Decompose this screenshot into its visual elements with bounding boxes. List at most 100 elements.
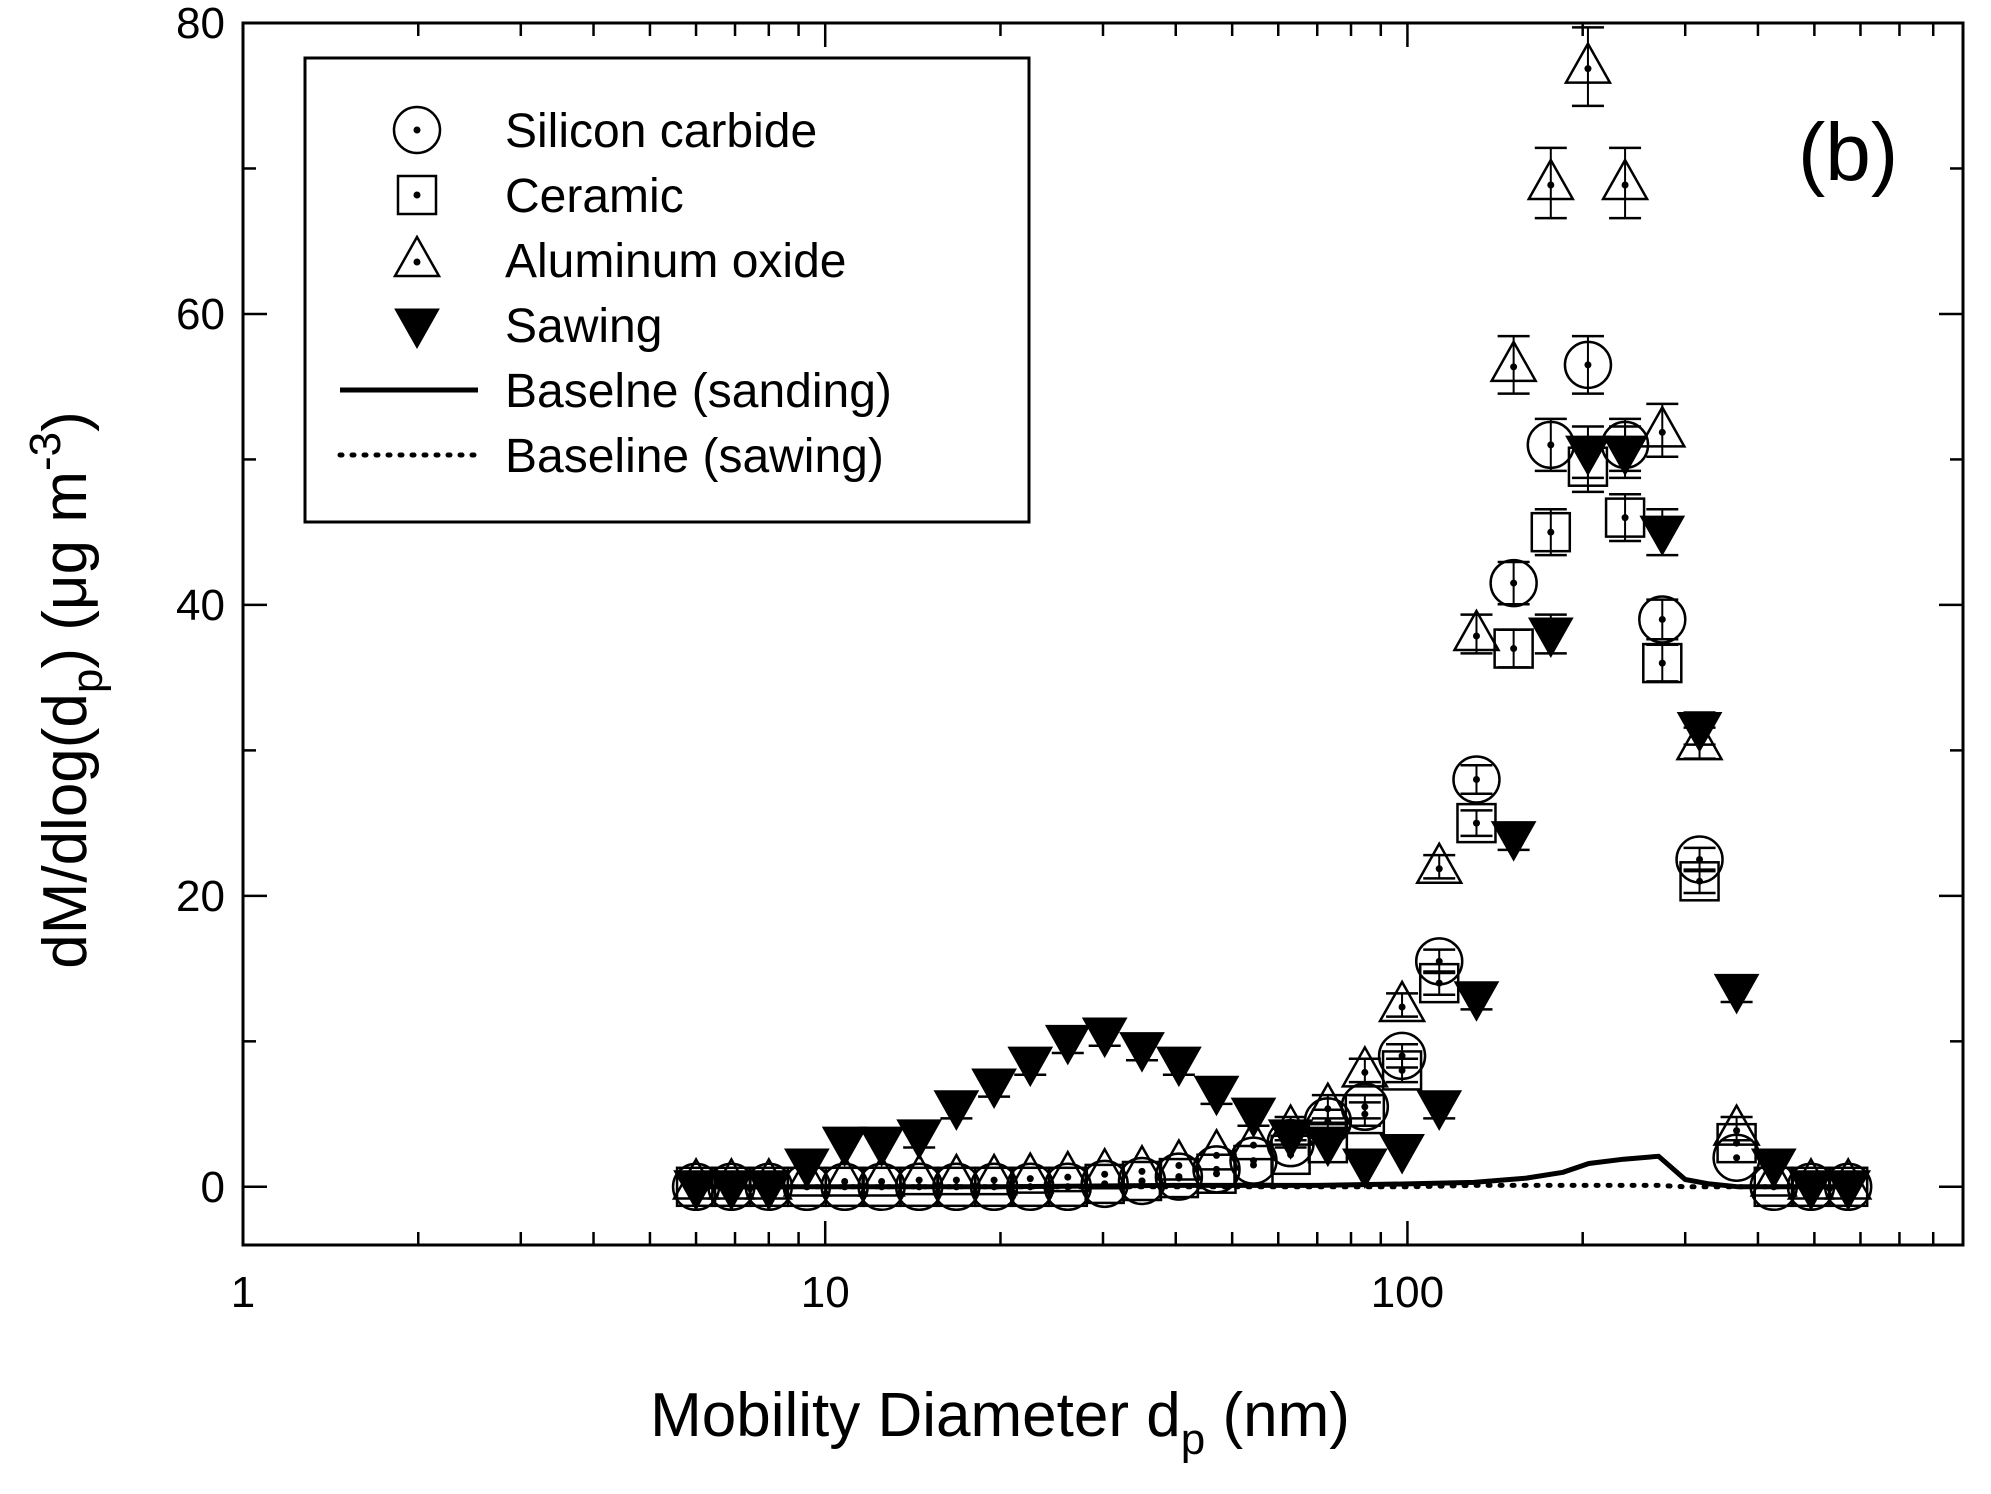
marker-triangle bbox=[1489, 339, 1538, 383]
marker-dot bbox=[1026, 1183, 1034, 1191]
marker-dot bbox=[1472, 775, 1480, 783]
data-point bbox=[1565, 435, 1611, 477]
data-point bbox=[1600, 157, 1650, 201]
marker-triangle-down bbox=[1267, 1119, 1314, 1160]
data-point bbox=[820, 1153, 869, 1197]
axis-tick-labels: 1 10 100 0 20 40 60 80 bbox=[176, 0, 1444, 1317]
data-point bbox=[1452, 755, 1501, 804]
data-point bbox=[1750, 1148, 1797, 1190]
marker-dot bbox=[1621, 514, 1629, 522]
data-point bbox=[1788, 1170, 1834, 1211]
marker-triangle bbox=[1006, 1151, 1055, 1194]
marker-triangle-down bbox=[708, 1170, 755, 1211]
marker-dot bbox=[1398, 1052, 1406, 1060]
marker-triangle-down bbox=[673, 1170, 719, 1211]
marker-triangle-down bbox=[1081, 1017, 1128, 1059]
marker-dot bbox=[1733, 1127, 1741, 1135]
data-point bbox=[1638, 595, 1687, 644]
marker-triangle-down bbox=[1379, 1133, 1425, 1175]
data-point bbox=[1156, 1046, 1202, 1088]
marker-triangle-down bbox=[1527, 617, 1574, 659]
marker-dot bbox=[1584, 361, 1592, 369]
marker-square bbox=[396, 174, 438, 216]
marker-dot bbox=[1213, 1170, 1221, 1178]
panel-label: (b) bbox=[1798, 107, 1898, 198]
marker-dot bbox=[1249, 1141, 1257, 1149]
marker-dot bbox=[1658, 428, 1666, 436]
marker-circle bbox=[1117, 1156, 1167, 1206]
data-point bbox=[1341, 1148, 1388, 1190]
marker-triangle-down bbox=[745, 1170, 792, 1211]
marker-triangle-down bbox=[1713, 973, 1760, 1015]
data-point bbox=[1563, 340, 1613, 390]
marker-dot bbox=[1361, 1103, 1369, 1111]
marker-dot bbox=[1510, 579, 1518, 587]
marker-triangle-down bbox=[1639, 515, 1686, 557]
marker-triangle bbox=[1452, 608, 1501, 652]
marker-dot bbox=[915, 1176, 923, 1184]
marker-triangle-down bbox=[1304, 1126, 1351, 1168]
data-point bbox=[821, 1126, 868, 1168]
marker-triangle bbox=[857, 1153, 906, 1197]
marker-triangle-down bbox=[971, 1068, 1017, 1109]
data-point bbox=[1712, 1103, 1761, 1146]
marker-triangle bbox=[1229, 1117, 1278, 1161]
data-point bbox=[1379, 1133, 1425, 1175]
x-axis-label-sub: p bbox=[1181, 1415, 1205, 1464]
marker-dot bbox=[1324, 1105, 1332, 1113]
marker-dot bbox=[1361, 1068, 1369, 1076]
marker-triangle-down bbox=[1490, 821, 1537, 862]
data-point bbox=[1526, 157, 1575, 201]
marker-triangle bbox=[1340, 1044, 1389, 1088]
marker-triangle bbox=[782, 1153, 832, 1197]
marker-circle bbox=[1452, 755, 1501, 804]
marker-triangle bbox=[1563, 41, 1613, 84]
x-tick-label: 1 bbox=[231, 1268, 255, 1317]
marker-circle bbox=[392, 105, 442, 155]
marker-triangle-down bbox=[1044, 1024, 1091, 1066]
marker-dot bbox=[1472, 819, 1480, 827]
marker-square bbox=[1530, 511, 1572, 553]
marker-circle bbox=[1563, 340, 1613, 390]
legend-label: Silicon carbide bbox=[505, 105, 817, 158]
data-point bbox=[933, 1090, 980, 1131]
marker-triangle-down bbox=[1416, 1090, 1463, 1131]
marker-triangle-down bbox=[1788, 1170, 1834, 1211]
marker-dot bbox=[1398, 1003, 1406, 1011]
marker-circle bbox=[1489, 558, 1538, 608]
marker-triangle bbox=[1712, 1103, 1761, 1146]
baseline-sawing-line bbox=[693, 1182, 1855, 1190]
data-point bbox=[1453, 981, 1500, 1022]
data-point bbox=[1527, 617, 1574, 659]
data-point bbox=[1642, 642, 1683, 684]
marker-dot bbox=[952, 1183, 960, 1191]
data-point bbox=[1303, 1081, 1352, 1125]
marker-triangle-down bbox=[933, 1090, 980, 1131]
data-point bbox=[1638, 404, 1687, 448]
marker-triangle bbox=[1749, 1153, 1798, 1197]
marker-triangle bbox=[1154, 1137, 1204, 1181]
data-point bbox=[1154, 1137, 1204, 1181]
marker-triangle bbox=[969, 1152, 1019, 1196]
marker-dot bbox=[1658, 659, 1666, 667]
marker-dot bbox=[1026, 1175, 1034, 1183]
data-point bbox=[1489, 339, 1538, 383]
marker-dot bbox=[878, 1183, 886, 1191]
marker-dot bbox=[413, 126, 421, 134]
data-point bbox=[1825, 1170, 1872, 1211]
marker-dot bbox=[915, 1183, 923, 1191]
data-point bbox=[896, 1119, 943, 1160]
legend-marker bbox=[392, 105, 442, 155]
marker-square bbox=[1493, 628, 1534, 669]
legend-label: Aluminum oxide bbox=[505, 235, 846, 288]
marker-dot bbox=[1621, 181, 1629, 189]
marker-triangle bbox=[1043, 1149, 1092, 1193]
marker-triangle bbox=[895, 1152, 944, 1196]
data-point bbox=[708, 1170, 755, 1211]
marker-triangle bbox=[1080, 1146, 1129, 1190]
marker-dot bbox=[1472, 632, 1480, 640]
marker-dot bbox=[1213, 1151, 1221, 1159]
marker-triangle bbox=[820, 1153, 869, 1197]
data-point bbox=[745, 1170, 792, 1211]
data-point bbox=[1007, 1046, 1054, 1088]
